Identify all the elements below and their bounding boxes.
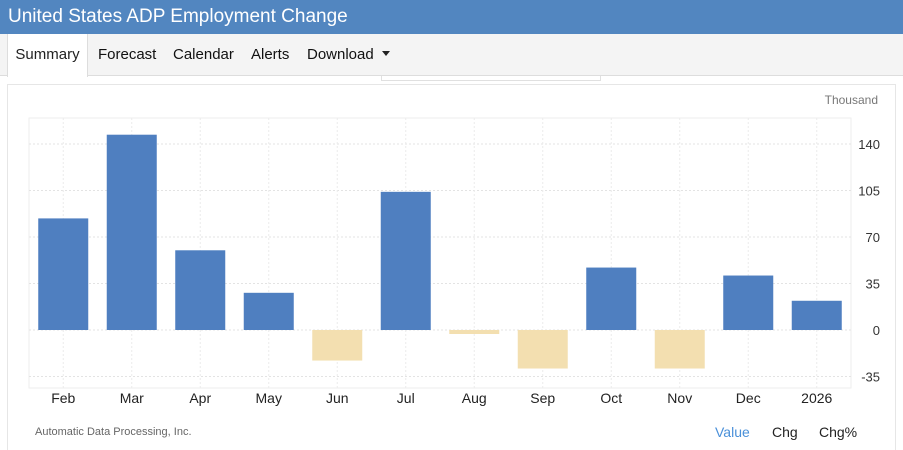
toggle-chg-pct[interactable]: Chg%	[819, 424, 858, 440]
tab-calendar[interactable]: Calendar	[173, 46, 234, 63]
bar-may[interactable]	[243, 292, 294, 330]
bar-jul[interactable]	[380, 191, 431, 330]
x-tick-label: Apr	[189, 390, 211, 406]
y-tick-label: -35	[861, 370, 880, 385]
y-tick-label: 140	[858, 137, 880, 152]
x-tick-label: Oct	[600, 390, 622, 406]
x-tick-label: Nov	[667, 390, 692, 406]
bar-dec[interactable]	[723, 275, 774, 330]
y-tick-label: 70	[866, 230, 880, 245]
bar-sep[interactable]	[517, 330, 568, 369]
toggle-chg[interactable]: Chg	[772, 424, 798, 440]
chart-x-ticks: Feb Mar Apr May Jun Jul Aug Sep Oct Nov Dec 2026	[51, 390, 832, 406]
x-tick-label: May	[256, 390, 282, 406]
tab-bar: Summary Forecast Calendar Alerts Downloa…	[0, 34, 903, 77]
tab-summary[interactable]: Summary	[7, 34, 88, 77]
x-tick-label: Jun	[326, 390, 349, 406]
source-label: Automatic Data Processing, Inc.	[35, 426, 192, 438]
tab-divider	[381, 76, 601, 81]
bar-jun[interactable]	[312, 330, 363, 361]
x-tick-label: Jul	[397, 390, 415, 406]
chart-grid	[28, 117, 852, 389]
y-tick-label: 35	[866, 277, 880, 292]
chevron-down-icon	[381, 50, 390, 56]
page-title: United States ADP Employment Change	[0, 0, 903, 34]
plot-frame	[28, 117, 852, 389]
bar-nov[interactable]	[654, 330, 705, 369]
bar-feb[interactable]	[38, 218, 89, 330]
bar-oct[interactable]	[586, 267, 637, 330]
bar-apr[interactable]	[175, 250, 226, 330]
tab-forecast[interactable]: Forecast	[98, 46, 157, 63]
y-tick-label: 105	[858, 184, 880, 199]
chart-bars	[38, 134, 842, 369]
chart-unit-label: Thousand	[825, 93, 878, 107]
tab-download[interactable]: Download	[307, 34, 390, 76]
tab-download-label: Download	[307, 46, 374, 63]
x-tick-label: 2026	[801, 390, 832, 406]
x-tick-label: Mar	[120, 390, 144, 406]
toggle-value[interactable]: Value	[715, 424, 750, 440]
bar-mar[interactable]	[106, 134, 157, 330]
x-tick-label: Sep	[530, 390, 555, 406]
x-tick-label: Dec	[736, 390, 761, 406]
bar-2026[interactable]	[791, 300, 842, 330]
x-tick-label: Feb	[51, 390, 75, 406]
chart-y-ticks: -35 0 35 70 105 140	[858, 137, 880, 385]
tab-alerts[interactable]: Alerts	[251, 46, 290, 63]
y-tick-label: 0	[873, 323, 880, 338]
x-tick-label: Aug	[462, 390, 487, 406]
chart-panel	[7, 84, 896, 450]
bar-aug[interactable]	[449, 330, 500, 334]
